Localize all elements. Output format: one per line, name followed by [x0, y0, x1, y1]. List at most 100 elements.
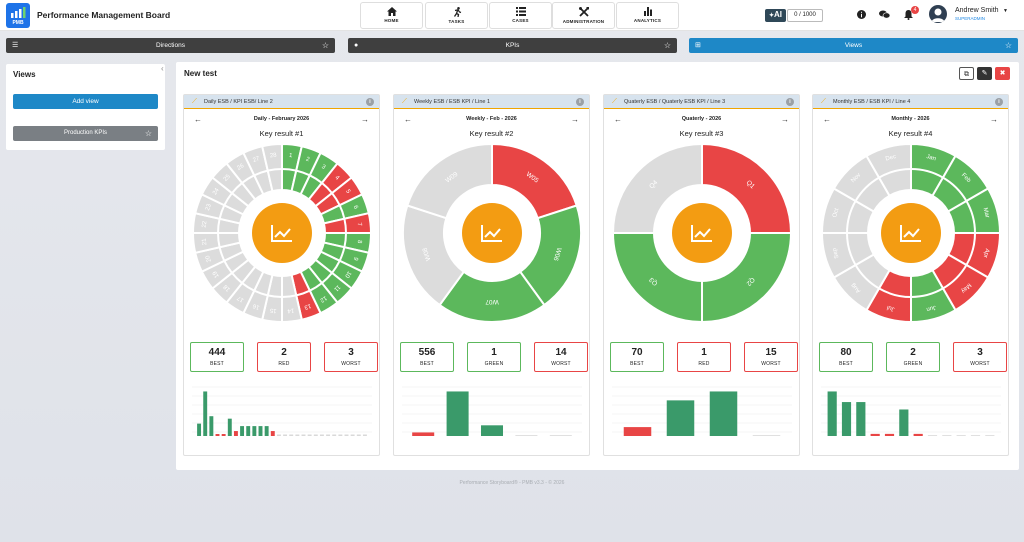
chat-icon[interactable]	[879, 10, 890, 19]
star-icon[interactable]: ☆	[321, 41, 329, 50]
donut-ring-divider	[343, 218, 347, 234]
history-bar[interactable]	[326, 434, 331, 437]
prev-period-arrow[interactable]: ←	[614, 115, 622, 124]
ai-badge[interactable]: ✦AI	[765, 9, 787, 22]
donut-segment[interactable]	[406, 143, 493, 220]
history-bar[interactable]	[332, 434, 337, 437]
history-bar[interactable]	[221, 434, 226, 436]
history-bar[interactable]	[446, 391, 469, 436]
history-bar[interactable]	[264, 426, 269, 436]
info-icon[interactable]	[857, 10, 866, 19]
history-bar[interactable]	[899, 409, 909, 436]
nav-administration[interactable]: ADMINISTRATION	[552, 2, 615, 29]
next-period-arrow[interactable]: →	[361, 115, 369, 124]
history-bar[interactable]	[870, 433, 880, 436]
history-bar[interactable]	[666, 400, 695, 436]
donut-ring-divider	[218, 247, 226, 262]
next-period-arrow[interactable]: →	[571, 115, 579, 124]
donut-segment[interactable]	[260, 143, 283, 193]
info-icon[interactable]: i	[366, 98, 374, 106]
history-bar[interactable]	[215, 434, 220, 436]
history-bar[interactable]	[350, 434, 355, 437]
history-bar[interactable]	[344, 434, 349, 437]
star-icon[interactable]: ☆	[144, 129, 152, 138]
history-bar[interactable]	[246, 426, 251, 436]
history-bar[interactable]	[209, 416, 214, 436]
donut-ring-divider	[281, 168, 297, 172]
add-view-button[interactable]: Add view	[13, 94, 158, 109]
history-bar[interactable]	[623, 427, 652, 436]
history-bar[interactable]	[956, 435, 966, 436]
history-bar[interactable]	[942, 435, 952, 436]
history-bar[interactable]	[289, 434, 294, 437]
donut-segment[interactable]	[612, 143, 703, 234]
open-external-icon[interactable]: ⧉	[959, 67, 974, 80]
chevron-down-icon[interactable]: ▼	[1003, 8, 1008, 14]
history-bar[interactable]	[301, 434, 306, 437]
nav-home[interactable]: HOME	[360, 2, 423, 29]
history-bar[interactable]	[270, 431, 275, 436]
history-bar[interactable]	[252, 426, 257, 436]
collapse-sidebar-icon[interactable]: ‹	[161, 64, 164, 73]
kpis-bar[interactable]: ● KPIs ☆	[348, 38, 677, 53]
history-bar[interactable]	[227, 418, 232, 436]
donut-segment-label: Jul	[886, 304, 895, 312]
history-bar[interactable]	[752, 435, 781, 436]
history-bar[interactable]	[913, 433, 923, 436]
donut-segment-label: Jun	[926, 304, 937, 312]
history-bar[interactable]	[319, 434, 324, 437]
info-icon[interactable]: i	[786, 98, 794, 106]
history-bar[interactable]	[233, 431, 238, 436]
history-bar[interactable]	[970, 435, 981, 436]
bell-icon[interactable]	[904, 10, 913, 20]
donut-segment[interactable]	[865, 143, 912, 198]
history-bar[interactable]	[709, 391, 738, 436]
card-header-label: Daily ESB / KPI ESB/ Line 2	[204, 99, 273, 105]
history-bar[interactable]	[549, 435, 572, 436]
history-bar[interactable]	[258, 426, 263, 436]
info-icon[interactable]: i	[995, 98, 1003, 106]
avatar[interactable]	[929, 5, 947, 23]
views-bar[interactable]: ⊞ Views ☆	[689, 38, 1018, 53]
prev-period-arrow[interactable]: ←	[194, 115, 202, 124]
history-bar[interactable]	[985, 435, 995, 436]
history-bar[interactable]	[515, 435, 538, 436]
history-bar[interactable]	[240, 426, 245, 436]
delete-icon[interactable]: ✖	[995, 67, 1010, 80]
history-bar[interactable]	[884, 433, 895, 436]
history-bar[interactable]	[338, 434, 343, 437]
star-icon[interactable]: ☆	[1004, 41, 1012, 50]
history-bar[interactable]	[927, 435, 938, 436]
app-logo[interactable]: PMB	[6, 3, 30, 28]
view-item-production-kpis[interactable]: Production KPIs ☆	[13, 126, 158, 141]
star-icon[interactable]: ☆	[663, 41, 671, 50]
history-bar[interactable]	[276, 434, 281, 437]
history-bar[interactable]	[856, 402, 866, 436]
donut-ring-divider	[217, 218, 221, 234]
next-period-arrow[interactable]: →	[781, 115, 789, 124]
nav-cases[interactable]: CASES	[489, 2, 552, 29]
nav-tasks[interactable]: TASKS	[425, 2, 488, 29]
history-bar[interactable]	[362, 434, 367, 437]
history-bar[interactable]	[356, 434, 361, 437]
prev-period-arrow[interactable]: ←	[404, 115, 412, 124]
history-bar[interactable]	[313, 434, 318, 437]
next-period-arrow[interactable]: →	[990, 115, 998, 124]
user-name[interactable]: Andrew Smith	[955, 7, 999, 14]
menu-icon[interactable]: ☰	[12, 42, 19, 49]
history-bar[interactable]	[480, 425, 504, 436]
prev-period-arrow[interactable]: ←	[823, 115, 831, 124]
history-bar[interactable]	[283, 434, 288, 437]
nav-analytics[interactable]: ANALYTICS	[616, 2, 679, 29]
history-bar[interactable]	[412, 432, 435, 436]
directions-bar[interactable]: ☰ Directions ☆	[6, 38, 335, 53]
history-bar[interactable]	[197, 423, 202, 436]
history-bar[interactable]	[827, 391, 837, 436]
info-icon[interactable]: i	[576, 98, 584, 106]
history-bar[interactable]	[203, 391, 208, 436]
stat-value: 3	[977, 347, 983, 358]
history-bar[interactable]	[295, 434, 300, 437]
history-bar[interactable]	[841, 402, 852, 436]
history-bar[interactable]	[307, 434, 312, 437]
edit-icon[interactable]: ✎	[977, 67, 992, 80]
